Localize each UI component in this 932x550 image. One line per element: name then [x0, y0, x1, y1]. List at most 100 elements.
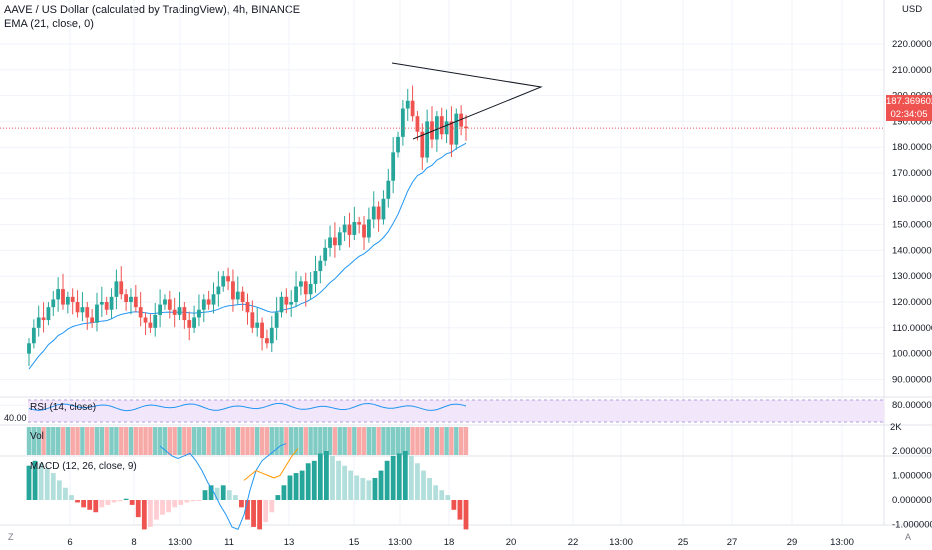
volume-bar [434, 427, 440, 455]
macd-histogram-bar [348, 470, 354, 500]
candle-body [439, 116, 444, 135]
volume-bar [114, 427, 119, 455]
countdown-value: 02:34:05 [890, 109, 928, 120]
price-tick-label: 150.000000 [892, 220, 932, 231]
volume-bar [104, 427, 109, 455]
candle-body [371, 206, 376, 220]
price-tick-label: 220.000000 [892, 39, 932, 50]
volume-bar [177, 427, 182, 455]
volume-bar [60, 427, 66, 455]
volume-bar [201, 427, 206, 455]
macd-histogram-bar [421, 470, 426, 500]
volume-bar [463, 427, 469, 455]
macd-histogram-bar [372, 477, 378, 500]
candle-body [265, 338, 269, 344]
macd-histogram-bar [390, 455, 396, 500]
auto-scale-button[interactable]: A [905, 532, 912, 542]
candle-body [85, 307, 90, 318]
volume-bar [308, 427, 313, 455]
volume-bar [85, 427, 90, 455]
candle-body [425, 121, 430, 158]
vol-legend[interactable]: Vol [30, 431, 44, 442]
volume-bar [157, 427, 163, 455]
rsi-legend[interactable]: RSI (14, close) [30, 402, 97, 413]
candle-body [235, 291, 240, 300]
volume-bar [313, 427, 318, 455]
volume-bar [458, 427, 464, 455]
macd-histogram-bar [166, 500, 171, 513]
vol-axis-label: 2K [890, 422, 902, 433]
macd-histogram-bar [226, 490, 232, 500]
volume-bar [128, 427, 134, 455]
volume-bar [245, 427, 250, 455]
candle-body [449, 121, 454, 145]
macd-histogram-bar [451, 500, 457, 510]
volume-bar [444, 427, 449, 455]
macd-tick-label: 0.000000 [892, 495, 932, 506]
candle-body [172, 309, 177, 315]
candle-body [464, 126, 468, 129]
macd-histogram-bar [269, 500, 275, 513]
volume-bar [187, 427, 192, 455]
last-price-tag: 187.369602 02:34:05 [886, 95, 932, 121]
volume-bar [327, 427, 333, 455]
candle-body [352, 222, 357, 235]
volume-bar [400, 427, 406, 455]
time-tick-label: 25 [678, 537, 689, 548]
ema-legend[interactable]: EMA (21, close, 0) [4, 18, 94, 30]
time-tick-label: 29 [787, 537, 798, 548]
volume-bar [454, 427, 459, 455]
candle-body [36, 317, 41, 328]
candle-body [104, 302, 109, 310]
candle-body [284, 296, 289, 305]
candle-body [454, 113, 459, 145]
volume-bar [26, 427, 32, 455]
volume-bar [143, 427, 148, 455]
volume-bar [75, 427, 80, 455]
volume-bar [36, 427, 41, 455]
candle-body [129, 296, 133, 302]
volume-bar [119, 427, 124, 455]
macd-histogram-bar [257, 500, 263, 530]
macd-histogram-bar [336, 460, 341, 500]
time-tick-label: 11 [224, 537, 234, 548]
volume-bar [356, 427, 362, 455]
macd-histogram-bar [299, 470, 305, 500]
candle-body [255, 322, 260, 328]
volume-bar [51, 427, 56, 455]
volume-bar [172, 427, 177, 455]
volume-bar [89, 427, 95, 455]
candle-body [308, 283, 313, 295]
candle-body [143, 317, 148, 323]
volume-bar [41, 427, 46, 455]
volume-bar [182, 427, 187, 455]
macd-histogram-bar [287, 475, 293, 500]
volume-pane [26, 427, 469, 455]
macd-histogram-bar [445, 495, 451, 500]
candle-body [226, 276, 230, 282]
candle-body [430, 121, 434, 140]
macd-histogram-bar [457, 500, 463, 520]
macd-histogram-bar [396, 453, 402, 500]
volume-bar [65, 427, 71, 455]
volume-bar [415, 427, 420, 455]
triangle-pattern-lines[interactable] [391, 62, 543, 140]
candle-body [342, 224, 347, 233]
time-tick-label: 6 [67, 537, 72, 548]
macd-histogram-bar [93, 500, 99, 513]
macd-legend[interactable]: MACD (12, 26, close, 9) [30, 461, 137, 472]
timezone-button[interactable]: Z [8, 532, 14, 542]
price-tick-label: 210.000000 [892, 65, 932, 76]
candle-body [231, 281, 235, 300]
macd-histogram-bar [178, 500, 184, 505]
time-tick-label: 22 [568, 537, 579, 548]
volume-bar [284, 427, 289, 455]
macd-histogram-bar [311, 460, 317, 500]
candle-body [61, 289, 65, 305]
macd-histogram-bar [330, 455, 335, 500]
volume-bar [240, 427, 245, 455]
volume-bar [162, 427, 168, 455]
candle-body [90, 317, 95, 323]
candle-body [119, 281, 124, 295]
